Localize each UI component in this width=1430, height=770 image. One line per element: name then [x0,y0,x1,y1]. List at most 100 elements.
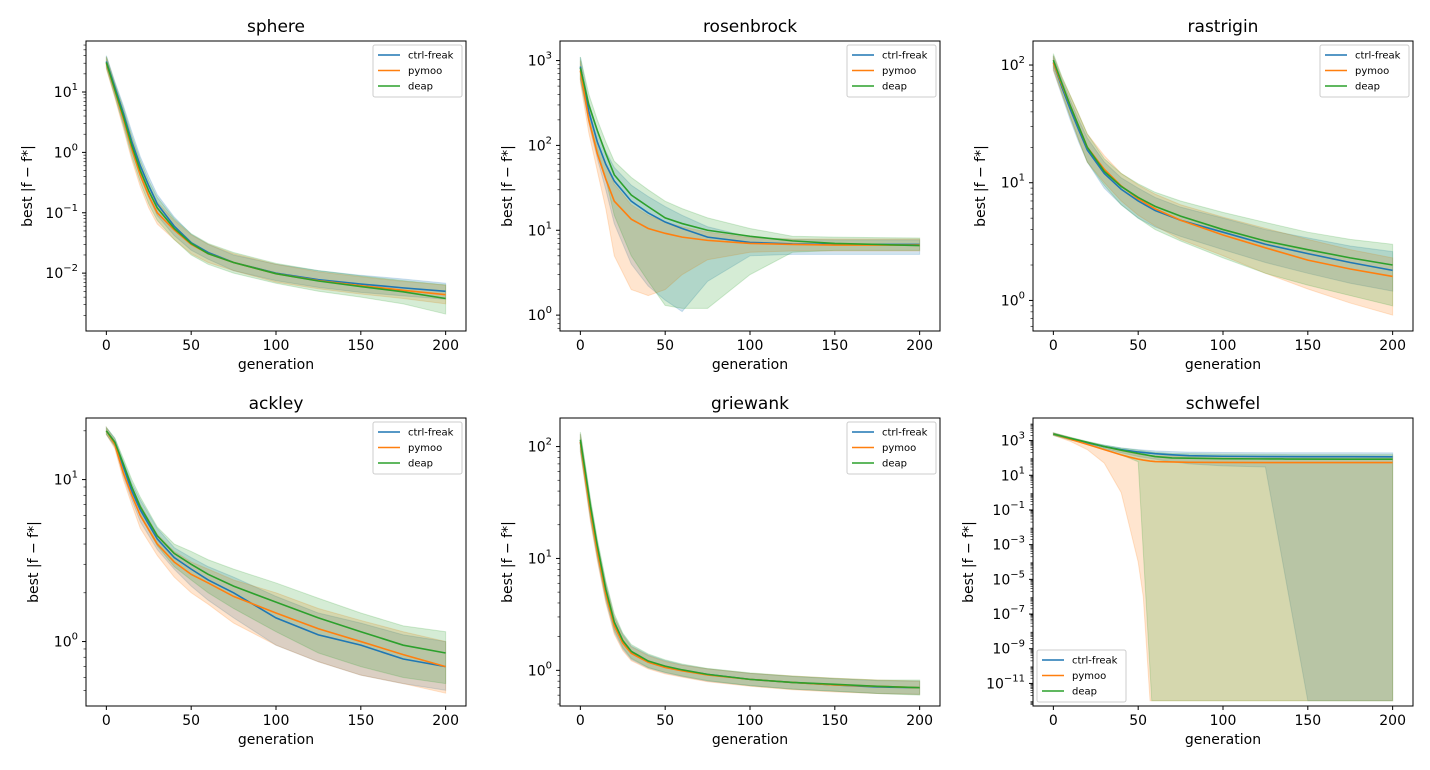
x-tick-label: 0 [1049,713,1058,729]
legend-label-ctrl-freak: ctrl-freak [1072,656,1118,667]
legend: ctrl-freak pymoo deap [372,44,463,98]
legend-box [372,421,463,475]
band-ctrl-freak [579,56,921,313]
legend-label-ctrl-freak: ctrl-freak [408,428,454,439]
y-tick-label: 102 [528,437,552,456]
x-tick-label: 0 [102,338,111,354]
x-tick-label: 50 [182,713,200,729]
y-tick-label: 10−11 [986,673,1025,692]
legend-label-pymoo: pymoo [408,66,442,77]
legend: ctrl-freak pymoo deap [846,44,937,98]
x-axis-label: generation [238,357,314,373]
x-tick-label: 100 [1210,713,1237,729]
line-pymoo [105,430,446,668]
y-tick-label: 10−1 [45,203,78,222]
panel-sphere: 0 50 100 150 200 10−2 10−1 100 101 sphere generati… [20,17,467,373]
x-axis-label: generation [712,732,788,748]
band-ctrl-freak [579,433,921,695]
x-tick-label: 200 [906,713,933,729]
x-axis-label: generation [238,732,314,748]
legend: ctrl-freak pymoo deap [372,421,463,475]
y-tick-label: 100 [1001,290,1025,309]
x-tick-label: 100 [263,713,290,729]
legend-label-ctrl-freak: ctrl-freak [408,51,454,62]
band-pymoo [579,433,921,695]
legend-box [372,44,463,98]
band-deap [1052,53,1394,307]
line-pymoo [1053,433,1393,464]
band-deap [1052,432,1394,702]
y-tick-label: 101 [528,548,552,567]
line-ctrl-freak [105,61,446,293]
x-tick-label: 200 [432,713,459,729]
legend: ctrl-freak pymoo deap [1319,44,1410,98]
band-ctrl-freak [105,425,447,691]
line-ctrl-freak [105,430,446,668]
x-tick-label: 200 [1379,713,1406,729]
legend: ctrl-freak pymoo deap [1036,649,1127,703]
legend: ctrl-freak pymoo deap [846,421,937,475]
plot-area [1052,432,1394,702]
y-tick-label: 100 [54,632,78,651]
y-tick-label: 100 [528,305,552,324]
y-axis-label: best |f − f*| [961,521,977,603]
legend-label-deap: deap [1072,687,1097,698]
legend-label-pymoo: pymoo [1072,671,1106,682]
legend-label-deap: deap [408,82,433,93]
band-deap [105,56,447,315]
y-tick-label: 10−7 [992,604,1025,623]
band-deap [579,431,921,696]
legend-label-pymoo: pymoo [408,443,442,454]
panel-title: schwefel [1186,394,1261,414]
band-pymoo [1052,432,1394,702]
x-tick-label: 150 [1294,338,1321,354]
x-tick-label: 150 [821,338,848,354]
line-deap [1052,59,1393,266]
x-tick-label: 200 [1379,338,1406,354]
legend-label-pymoo: pymoo [882,66,916,77]
legend-label-deap: deap [882,459,907,470]
legend-box [846,421,937,475]
plot-area [105,425,447,694]
panel-title: rosenbrock [703,17,797,37]
line-ctrl-freak [1052,62,1393,272]
x-tick-label: 50 [656,338,674,354]
legend-label-pymoo: pymoo [882,443,916,454]
x-tick-label: 150 [821,713,848,729]
y-tick-label: 101 [54,82,78,101]
y-axis-label: best |f − f*| [973,145,989,227]
x-tick-label: 100 [737,713,764,729]
y-axis-label: best |f − f*| [500,145,516,227]
band-ctrl-freak [1052,55,1394,292]
line-deap [579,439,920,689]
y-tick-label: 102 [528,135,552,154]
x-tick-label: 0 [102,713,111,729]
panel-griewank: 0 50 100 150 200 100 101 102 griewank generation b… [500,394,941,748]
y-tick-label: 101 [528,220,552,239]
panel-title: sphere [247,17,305,37]
y-tick-label: 10−1 [992,500,1025,519]
y-tick-label: 10−9 [992,639,1025,658]
panel-ackley: 0 50 100 150 200 100 101 ackley generation best |… [26,394,467,748]
band-pymoo [579,60,921,297]
line-deap [579,67,920,247]
x-tick-label: 0 [576,713,585,729]
legend-label-ctrl-freak: ctrl-freak [882,428,928,439]
y-tick-label: 103 [1001,431,1025,450]
x-tick-label: 200 [906,338,933,354]
x-axis-label: generation [712,357,788,373]
line-pymoo [579,70,920,246]
plot-area [579,56,921,313]
line-deap [105,430,446,654]
x-tick-label: 150 [1294,713,1321,729]
x-tick-label: 0 [576,338,585,354]
y-tick-label: 10−5 [992,569,1025,588]
panel-title: ackley [249,394,304,414]
y-tick-label: 102 [1001,55,1025,74]
x-tick-label: 50 [1129,338,1147,354]
x-axis-label: generation [1185,357,1261,373]
legend-label-ctrl-freak: ctrl-freak [882,51,928,62]
panel-rosenbrock: 0 50 100 150 200 100 101 102 103 rosenbrock genera… [500,17,941,373]
y-tick-label: 10−3 [992,535,1025,554]
